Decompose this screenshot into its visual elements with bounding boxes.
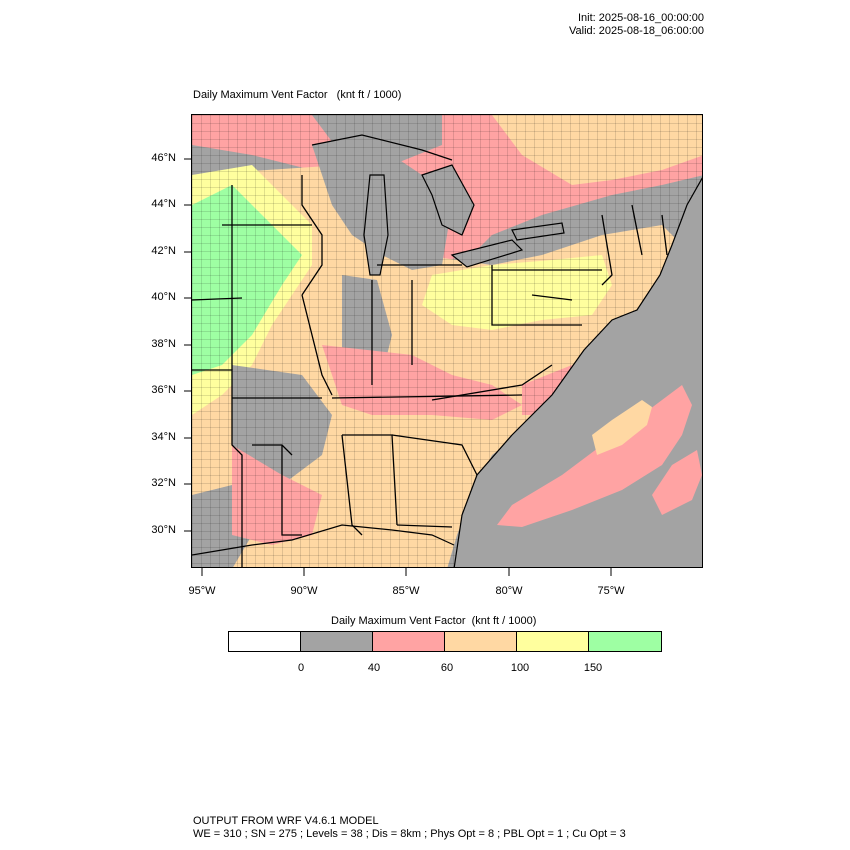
map-plot-area bbox=[191, 114, 703, 568]
latitude-ticks bbox=[184, 158, 192, 532]
colorbar-swatch-above-150 bbox=[589, 632, 661, 651]
colorbar-swatch-40-60 bbox=[373, 632, 445, 651]
offshore-pink-plume-2 bbox=[652, 450, 702, 515]
state-boundaries bbox=[192, 175, 668, 567]
colorbar-swatch-below-0 bbox=[229, 632, 301, 651]
lat-label-42: 42°N bbox=[151, 245, 176, 257]
colorbar-swatch-60-100 bbox=[445, 632, 517, 651]
footer-config-label: WE = 310 ; SN = 275 ; Levels = 38 ; Dis … bbox=[193, 828, 626, 840]
lon-label-75: 75°W bbox=[597, 585, 625, 597]
colorbar-units-text: (knt ft / 1000) bbox=[471, 615, 537, 627]
lat-label-34: 34°N bbox=[151, 431, 176, 443]
lat-label-32: 32°N bbox=[151, 477, 176, 489]
lat-label-46: 46°N bbox=[151, 152, 176, 164]
lat-label-40: 40°N bbox=[151, 291, 176, 303]
map-title-text: Daily Maximum Vent Factor bbox=[193, 89, 328, 101]
map-units-text: (knt ft / 1000) bbox=[336, 89, 402, 101]
colorbar-tick-150: 150 bbox=[583, 662, 603, 674]
lat-label-36: 36°N bbox=[151, 384, 176, 396]
lon-label-85: 85°W bbox=[392, 585, 420, 597]
map-title: Daily Maximum Vent Factor (knt ft / 1000… bbox=[193, 89, 401, 102]
colorbar-title-text: Daily Maximum Vent Factor bbox=[331, 615, 466, 627]
lon-label-90: 90°W bbox=[290, 585, 318, 597]
colorbar bbox=[228, 631, 662, 652]
map-svg bbox=[192, 115, 702, 567]
lat-label-44: 44°N bbox=[151, 198, 176, 210]
colorbar-title: Daily Maximum Vent Factor (knt ft / 1000… bbox=[331, 615, 536, 628]
colorbar-swatch-100-150 bbox=[517, 632, 589, 651]
colorbar-tick-100: 100 bbox=[510, 662, 530, 674]
colorbar-tick-60: 60 bbox=[440, 662, 454, 674]
lat-label-30: 30°N bbox=[151, 524, 176, 536]
footer-model-label: OUTPUT FROM WRF V4.6.1 MODEL bbox=[193, 815, 379, 827]
colorbar-tick-0: 0 bbox=[297, 662, 305, 674]
valid-time-label: Valid: 2025-08-18_06:00:00 bbox=[569, 25, 704, 37]
lon-label-80: 80°W bbox=[495, 585, 523, 597]
init-time-label: Init: 2025-08-16_00:00:00 bbox=[578, 12, 704, 24]
coastlines bbox=[192, 134, 702, 567]
colorbar-swatch-0-40 bbox=[301, 632, 373, 651]
latitude-axis: 46°N 44°N 42°N 40°N 38°N 36°N 34°N 32°N … bbox=[120, 114, 176, 568]
lon-label-95: 95°W bbox=[188, 585, 216, 597]
colorbar-tick-40: 40 bbox=[367, 662, 381, 674]
lat-label-38: 38°N bbox=[151, 338, 176, 350]
offshore-orange-plume bbox=[592, 400, 652, 455]
longitude-ticks bbox=[201, 568, 612, 576]
